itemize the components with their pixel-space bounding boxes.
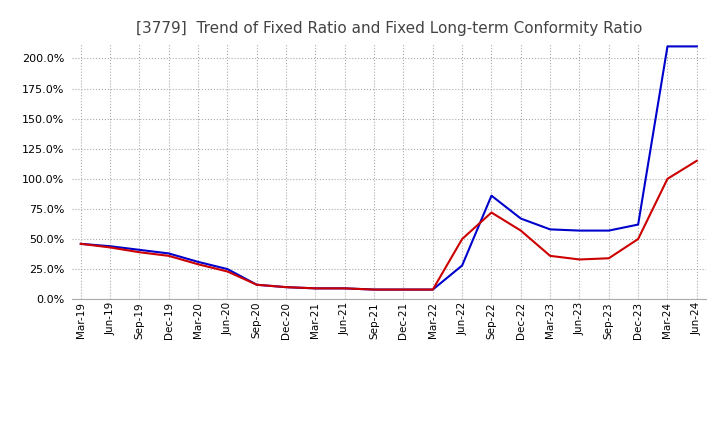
Fixed Long-term Conformity Ratio [428,287,437,292]
Fixed Ratio [194,259,202,264]
Fixed Ratio [223,267,232,272]
Fixed Long-term Conformity Ratio [223,269,232,274]
Fixed Ratio [575,228,584,233]
Fixed Ratio [693,44,701,49]
Fixed Long-term Conformity Ratio [76,241,85,246]
Line: Fixed Ratio: Fixed Ratio [81,46,697,290]
Fixed Ratio [282,285,290,290]
Fixed Ratio [605,228,613,233]
Fixed Ratio [164,251,173,256]
Fixed Long-term Conformity Ratio [311,286,320,291]
Fixed Long-term Conformity Ratio [341,286,349,291]
Fixed Ratio [428,287,437,292]
Fixed Ratio [253,282,261,287]
Line: Fixed Long-term Conformity Ratio: Fixed Long-term Conformity Ratio [81,161,697,290]
Fixed Ratio [341,286,349,291]
Fixed Long-term Conformity Ratio [663,176,672,181]
Fixed Ratio [399,287,408,292]
Fixed Long-term Conformity Ratio [164,253,173,259]
Fixed Long-term Conformity Ratio [135,249,144,255]
Fixed Ratio [663,44,672,49]
Fixed Long-term Conformity Ratio [605,256,613,261]
Fixed Long-term Conformity Ratio [106,245,114,250]
Fixed Long-term Conformity Ratio [370,287,379,292]
Fixed Ratio [634,222,642,227]
Fixed Long-term Conformity Ratio [399,287,408,292]
Fixed Ratio [135,247,144,253]
Fixed Ratio [458,263,467,268]
Fixed Long-term Conformity Ratio [458,236,467,242]
Fixed Long-term Conformity Ratio [516,228,525,233]
Fixed Long-term Conformity Ratio [194,262,202,267]
Fixed Ratio [76,241,85,246]
Fixed Long-term Conformity Ratio [546,253,554,259]
Fixed Ratio [311,286,320,291]
Fixed Ratio [546,227,554,232]
Fixed Long-term Conformity Ratio [487,210,496,215]
Fixed Ratio [487,193,496,198]
Title: [3779]  Trend of Fixed Ratio and Fixed Long-term Conformity Ratio: [3779] Trend of Fixed Ratio and Fixed Lo… [135,21,642,36]
Fixed Ratio [516,216,525,221]
Fixed Long-term Conformity Ratio [253,282,261,287]
Fixed Long-term Conformity Ratio [634,236,642,242]
Fixed Ratio [370,287,379,292]
Fixed Long-term Conformity Ratio [282,285,290,290]
Fixed Long-term Conformity Ratio [575,257,584,262]
Fixed Ratio [106,244,114,249]
Fixed Long-term Conformity Ratio [693,158,701,163]
